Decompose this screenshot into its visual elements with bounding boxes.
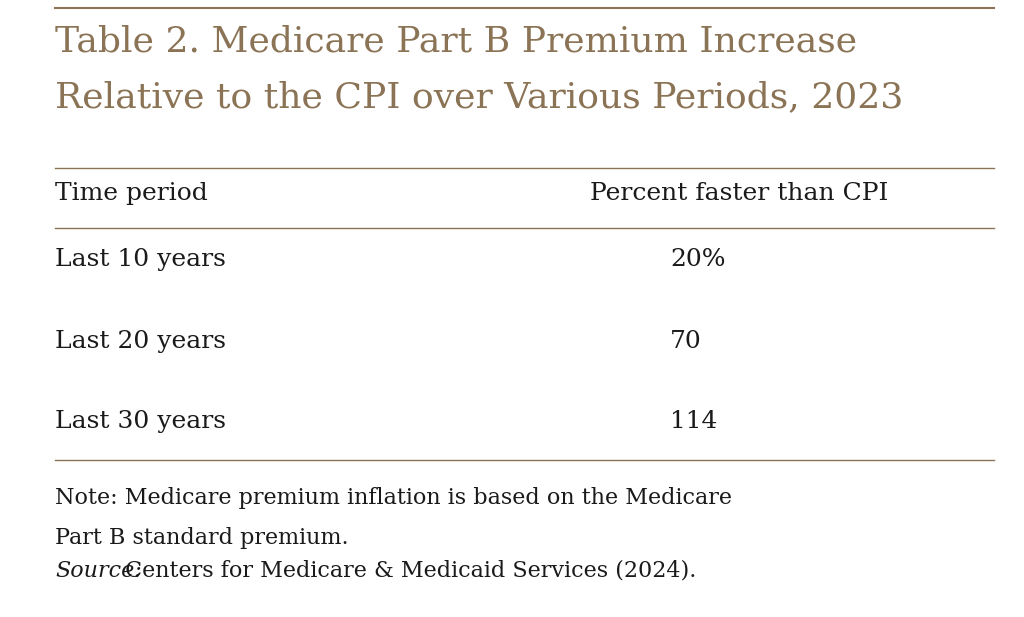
Text: Table 2. Medicare Part B Premium Increase: Table 2. Medicare Part B Premium Increas… [55,25,857,59]
Text: Time period: Time period [55,182,208,205]
Text: Last 20 years: Last 20 years [55,330,226,353]
Text: Part B standard premium.: Part B standard premium. [55,527,348,549]
Text: Last 10 years: Last 10 years [55,248,226,271]
Text: Percent faster than CPI: Percent faster than CPI [590,182,889,205]
Text: Centers for Medicare & Medicaid Services (2024).: Centers for Medicare & Medicaid Services… [118,560,696,582]
Text: 70: 70 [670,330,701,353]
Text: Source:: Source: [55,560,141,582]
Text: 114: 114 [670,410,718,433]
Text: Last 30 years: Last 30 years [55,410,226,433]
Text: Relative to the CPI over Various Periods, 2023: Relative to the CPI over Various Periods… [55,80,903,114]
Text: Note: Medicare premium inflation is based on the Medicare: Note: Medicare premium inflation is base… [55,487,732,509]
Text: 20%: 20% [670,248,725,271]
